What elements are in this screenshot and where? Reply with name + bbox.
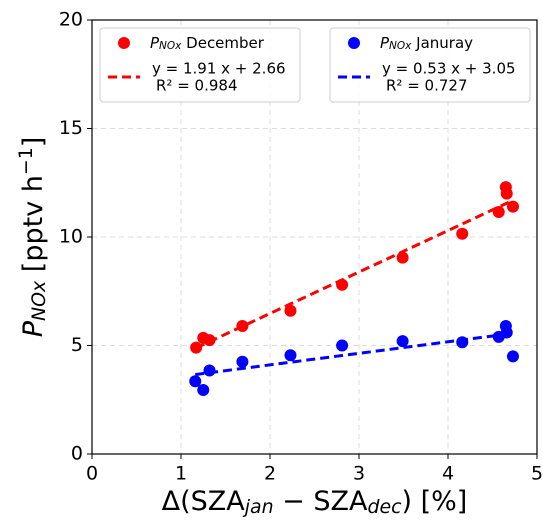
legend-subscript: NOx: [159, 40, 182, 52]
point: [189, 375, 202, 388]
point: [396, 335, 409, 348]
label-part: Δ(SZA: [162, 486, 246, 517]
label-part: dec: [367, 496, 402, 518]
point: [456, 227, 469, 240]
legend-box: [99, 27, 301, 103]
point: [500, 326, 513, 339]
legend-marker: [348, 37, 360, 49]
y-tick-label: 0: [71, 443, 83, 465]
x-axis-label: Δ(SZAjan − SZAdec) [%]: [162, 486, 468, 519]
x-tick-label: 0: [86, 463, 98, 485]
point: [284, 304, 297, 317]
y-tick-label: 15: [59, 117, 83, 139]
point: [336, 339, 349, 352]
point: [336, 278, 349, 291]
x-tick-label: 4: [442, 463, 454, 485]
point: [500, 187, 513, 200]
y-tick-label: 10: [59, 226, 83, 248]
label-part: jan: [242, 496, 274, 518]
x-tick-label: 5: [531, 463, 543, 485]
label-part: [pptv h: [18, 175, 49, 281]
legend-marker: [118, 37, 130, 49]
fit-line: [195, 198, 514, 350]
y-tick-label: 20: [59, 9, 83, 31]
point: [396, 251, 409, 264]
point: [236, 319, 249, 332]
legend-symbol: P: [380, 34, 390, 52]
point: [284, 349, 297, 362]
x-tick-label: 1: [175, 463, 187, 485]
y-tick-label: 5: [71, 334, 83, 356]
legend-text: December: [181, 34, 264, 52]
point: [506, 200, 519, 213]
legend-r2-label: R² = 0.984: [156, 77, 237, 95]
x-tick-label: 2: [264, 463, 276, 485]
label-part: −1: [15, 147, 37, 175]
legend-symbol: P: [150, 34, 160, 52]
point: [492, 206, 505, 219]
x-tick-label: 3: [353, 463, 365, 485]
legend-text: Januray: [411, 34, 473, 52]
point: [203, 334, 216, 347]
legend-fit-label: y = 1.91 x + 2.66: [152, 60, 286, 78]
legend-r2-label: R² = 0.727: [386, 77, 467, 95]
y-axis-label: PNOx [pptv h−1]: [15, 137, 50, 338]
label-part: P: [18, 320, 49, 337]
legend-box: [329, 27, 531, 103]
point: [456, 336, 469, 349]
legend-subscript: NOx: [389, 40, 412, 52]
legend-fit-label: y = 0.53 x + 3.05: [382, 60, 516, 78]
label-part: − SZA: [274, 486, 368, 517]
point: [197, 383, 210, 396]
label-part: ]: [18, 137, 49, 148]
point: [190, 341, 203, 354]
label-part: NOx: [28, 280, 50, 321]
plot-frame: [91, 19, 538, 455]
legend-label: PNOx Januray: [380, 34, 473, 53]
label-part: ) [%]: [401, 486, 467, 517]
point: [506, 350, 519, 363]
legend-label: PNOx December: [150, 34, 265, 53]
point: [203, 364, 216, 377]
point: [236, 355, 249, 368]
